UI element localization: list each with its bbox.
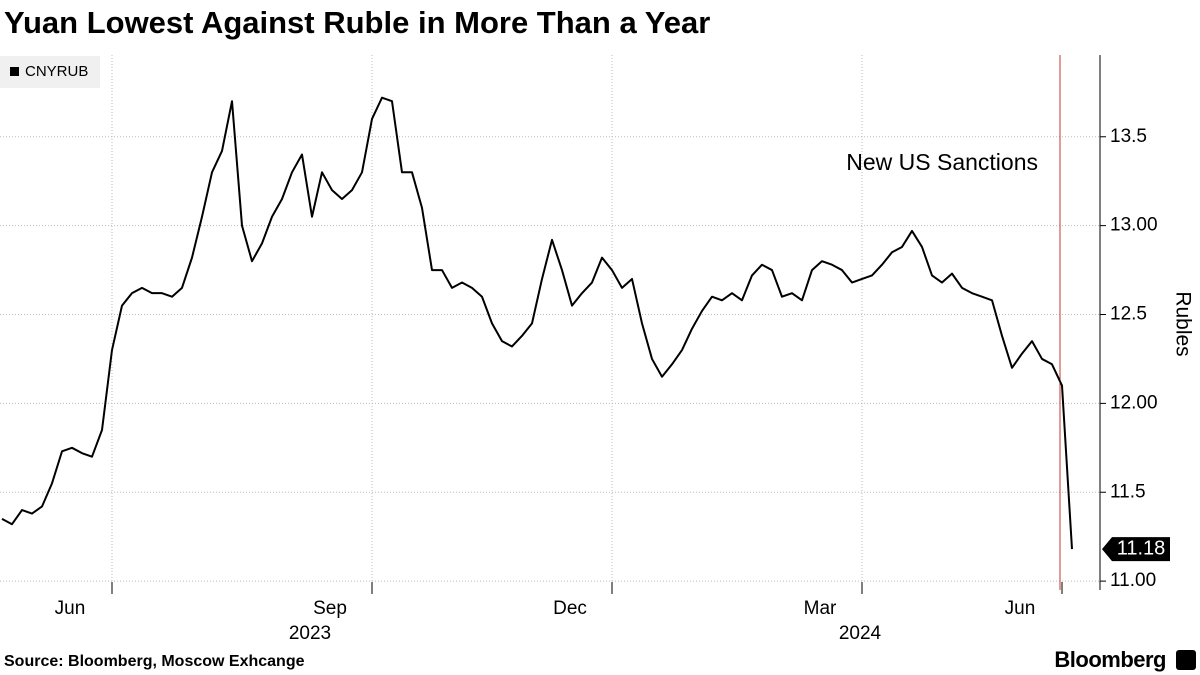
x-group-label: 2023 <box>289 623 331 644</box>
y-tick-label: 11.5 <box>1110 481 1146 502</box>
y-tick-label: 12.5 <box>1110 304 1147 325</box>
legend-label: CNYRUB <box>25 63 88 80</box>
last-value-label: 11.18 <box>1117 537 1166 559</box>
x-tick-label: Dec <box>553 598 587 619</box>
x-tick-label: Sep <box>313 598 347 619</box>
legend-swatch <box>10 67 19 76</box>
chart-title: Yuan Lowest Against Ruble in More Than a… <box>4 5 710 40</box>
line <box>1 96 1073 550</box>
source: Source: Bloomberg, Moscow Exhcange <box>4 653 305 670</box>
y-tick-label: 11.00 <box>1110 570 1156 591</box>
y-axis-label: Rubles <box>1171 291 1194 356</box>
x-tick-label: Mar <box>804 598 837 619</box>
x-tick-label: Jun <box>1005 598 1036 619</box>
x-tick-label: Jun <box>55 598 86 619</box>
brand: Bloomberg <box>1054 647 1166 672</box>
last-value-tag <box>1102 537 1170 562</box>
y-tick-label: 13.00 <box>1110 215 1158 236</box>
x-group-label: 2024 <box>839 623 882 644</box>
brand-icon <box>1176 650 1196 670</box>
y-tick-label: 12.00 <box>1110 392 1158 413</box>
annotation: New US Sanctions <box>846 149 1038 175</box>
y-tick-label: 13.5 <box>1110 126 1147 147</box>
